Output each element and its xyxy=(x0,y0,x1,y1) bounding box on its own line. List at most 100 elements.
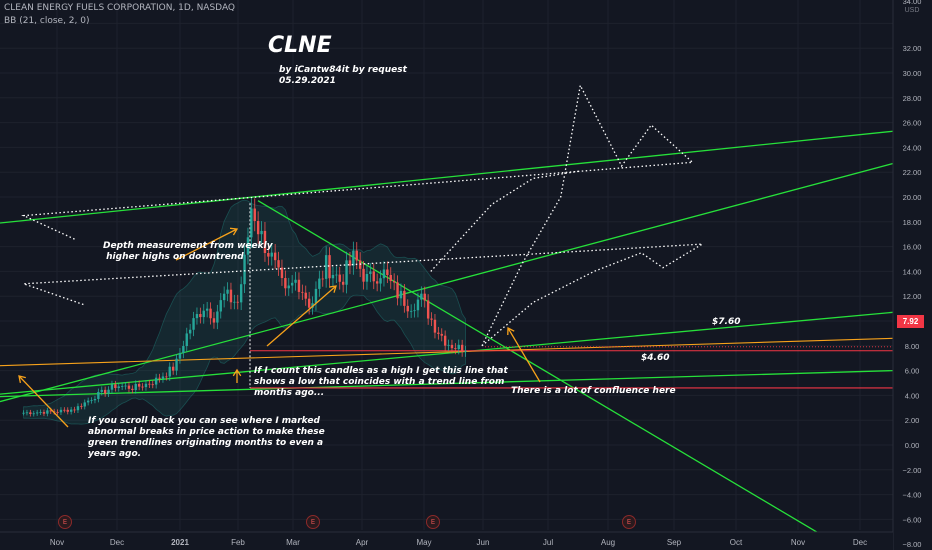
annotation-title[interactable]: CLNE xyxy=(268,33,332,58)
candle-body xyxy=(457,344,460,350)
arrow-candle-head xyxy=(328,285,337,293)
candle-body xyxy=(379,278,382,284)
level-label-7-60[interactable]: $7.60 xyxy=(712,317,741,327)
candle-body xyxy=(209,308,212,319)
x-tick-label: Nov xyxy=(50,538,64,547)
candle-body xyxy=(423,293,426,301)
candle-body xyxy=(460,344,464,352)
candle-body xyxy=(168,366,171,377)
candle-body xyxy=(433,319,437,333)
candle-body xyxy=(260,230,263,235)
arrow-confluence xyxy=(507,327,541,383)
candle-body xyxy=(369,271,372,274)
earnings-marker[interactable]: E xyxy=(58,515,72,529)
earnings-marker[interactable]: E xyxy=(426,515,440,529)
candle-body xyxy=(375,281,379,284)
time-axis-panel xyxy=(0,532,893,550)
candle-body xyxy=(443,335,447,346)
x-tick-label: Dec xyxy=(110,538,124,547)
candle-body xyxy=(437,332,440,334)
candle-body xyxy=(440,333,443,336)
x-tick-label: May xyxy=(416,538,431,547)
candle-body xyxy=(202,310,205,318)
candle-body xyxy=(263,230,267,253)
earnings-marker[interactable]: E xyxy=(306,515,320,529)
candle-body xyxy=(372,271,375,282)
candle-body xyxy=(273,252,277,261)
symbol-title[interactable]: CLEAN ENERGY FUELS CORPORATION, 1D, NASD… xyxy=(4,3,236,13)
candle-body xyxy=(365,273,369,282)
candle-body xyxy=(42,412,46,414)
candle-body xyxy=(32,413,35,415)
annotation-confluence[interactable]: There is a lot of confluence here xyxy=(511,386,676,396)
candle-body xyxy=(318,278,321,289)
annotation-candle[interactable]: If I count this candles as a high I get … xyxy=(254,366,508,398)
candle-body xyxy=(97,391,100,399)
trendline-upper-channel xyxy=(0,130,894,224)
y-tick-label: 28.00 xyxy=(903,94,922,103)
candle-body xyxy=(63,409,66,411)
candle-body xyxy=(396,282,399,299)
x-tick-label: Jun xyxy=(477,538,490,547)
candle-body xyxy=(267,252,270,257)
candle-body xyxy=(290,282,294,286)
annotation-depth[interactable]: Depth measurement from weekly higher hig… xyxy=(103,241,273,262)
candle-body xyxy=(107,389,110,394)
earnings-marker[interactable]: E xyxy=(622,515,636,529)
annotation-scroll[interactable]: If you scroll back you can see where I m… xyxy=(88,416,325,459)
candle-body xyxy=(392,281,396,283)
currency-label: USD xyxy=(905,7,920,14)
candle-body xyxy=(331,274,335,279)
x-tick-label: Dec xyxy=(853,538,867,547)
trendline-orange xyxy=(0,337,894,367)
candle-body xyxy=(464,350,467,352)
candle-body xyxy=(195,314,199,319)
candle-body xyxy=(134,383,137,391)
candle-body xyxy=(409,310,413,312)
candle-body xyxy=(137,383,141,387)
x-tick-label: Oct xyxy=(730,538,743,547)
candle-body xyxy=(144,383,148,388)
candle-body xyxy=(294,279,297,283)
candle-body xyxy=(131,388,134,391)
grid-layer xyxy=(0,0,893,545)
indicator-label[interactable]: BB (21, close, 2, 0) xyxy=(4,16,90,26)
candle-body xyxy=(117,386,120,389)
x-tick-label: Feb xyxy=(231,538,245,547)
candle-body xyxy=(178,352,182,359)
candles xyxy=(22,197,467,417)
arrow-confluence-head xyxy=(507,326,515,336)
candle-body xyxy=(171,366,175,371)
candle-body xyxy=(73,409,76,411)
candle-body xyxy=(239,284,243,303)
candle-body xyxy=(93,398,97,401)
x-tick-label: 2021 xyxy=(171,538,189,547)
candle-body xyxy=(382,269,386,279)
candle-body xyxy=(120,385,124,387)
candle-body xyxy=(216,311,219,323)
candle-body xyxy=(212,318,216,323)
y-tick-label: 18.00 xyxy=(903,218,922,227)
candle-body xyxy=(154,377,158,385)
candle-body xyxy=(76,406,80,411)
candle-body xyxy=(338,274,341,282)
level-label-4-60[interactable]: $4.60 xyxy=(641,353,670,363)
candle-body xyxy=(29,412,32,415)
projection-path xyxy=(23,243,703,347)
candle-body xyxy=(362,268,365,282)
x-tick-label: Nov xyxy=(791,538,805,547)
candle-body xyxy=(277,260,280,268)
arrow-low-marker-head xyxy=(232,368,242,377)
y-tick-label: 12.00 xyxy=(903,292,922,301)
current-price-tag: 7.92 xyxy=(897,315,924,328)
candle-body xyxy=(389,274,392,282)
candle-body xyxy=(420,293,423,300)
annotation-byline[interactable]: by iCantw84it by request 05.29.2021 xyxy=(279,65,407,86)
candle-body xyxy=(416,299,420,311)
projection-path xyxy=(21,83,695,347)
y-tick-label: −8.00 xyxy=(903,540,922,549)
candle-body xyxy=(454,348,457,350)
candle-body xyxy=(188,329,192,334)
candle-body xyxy=(86,400,90,403)
